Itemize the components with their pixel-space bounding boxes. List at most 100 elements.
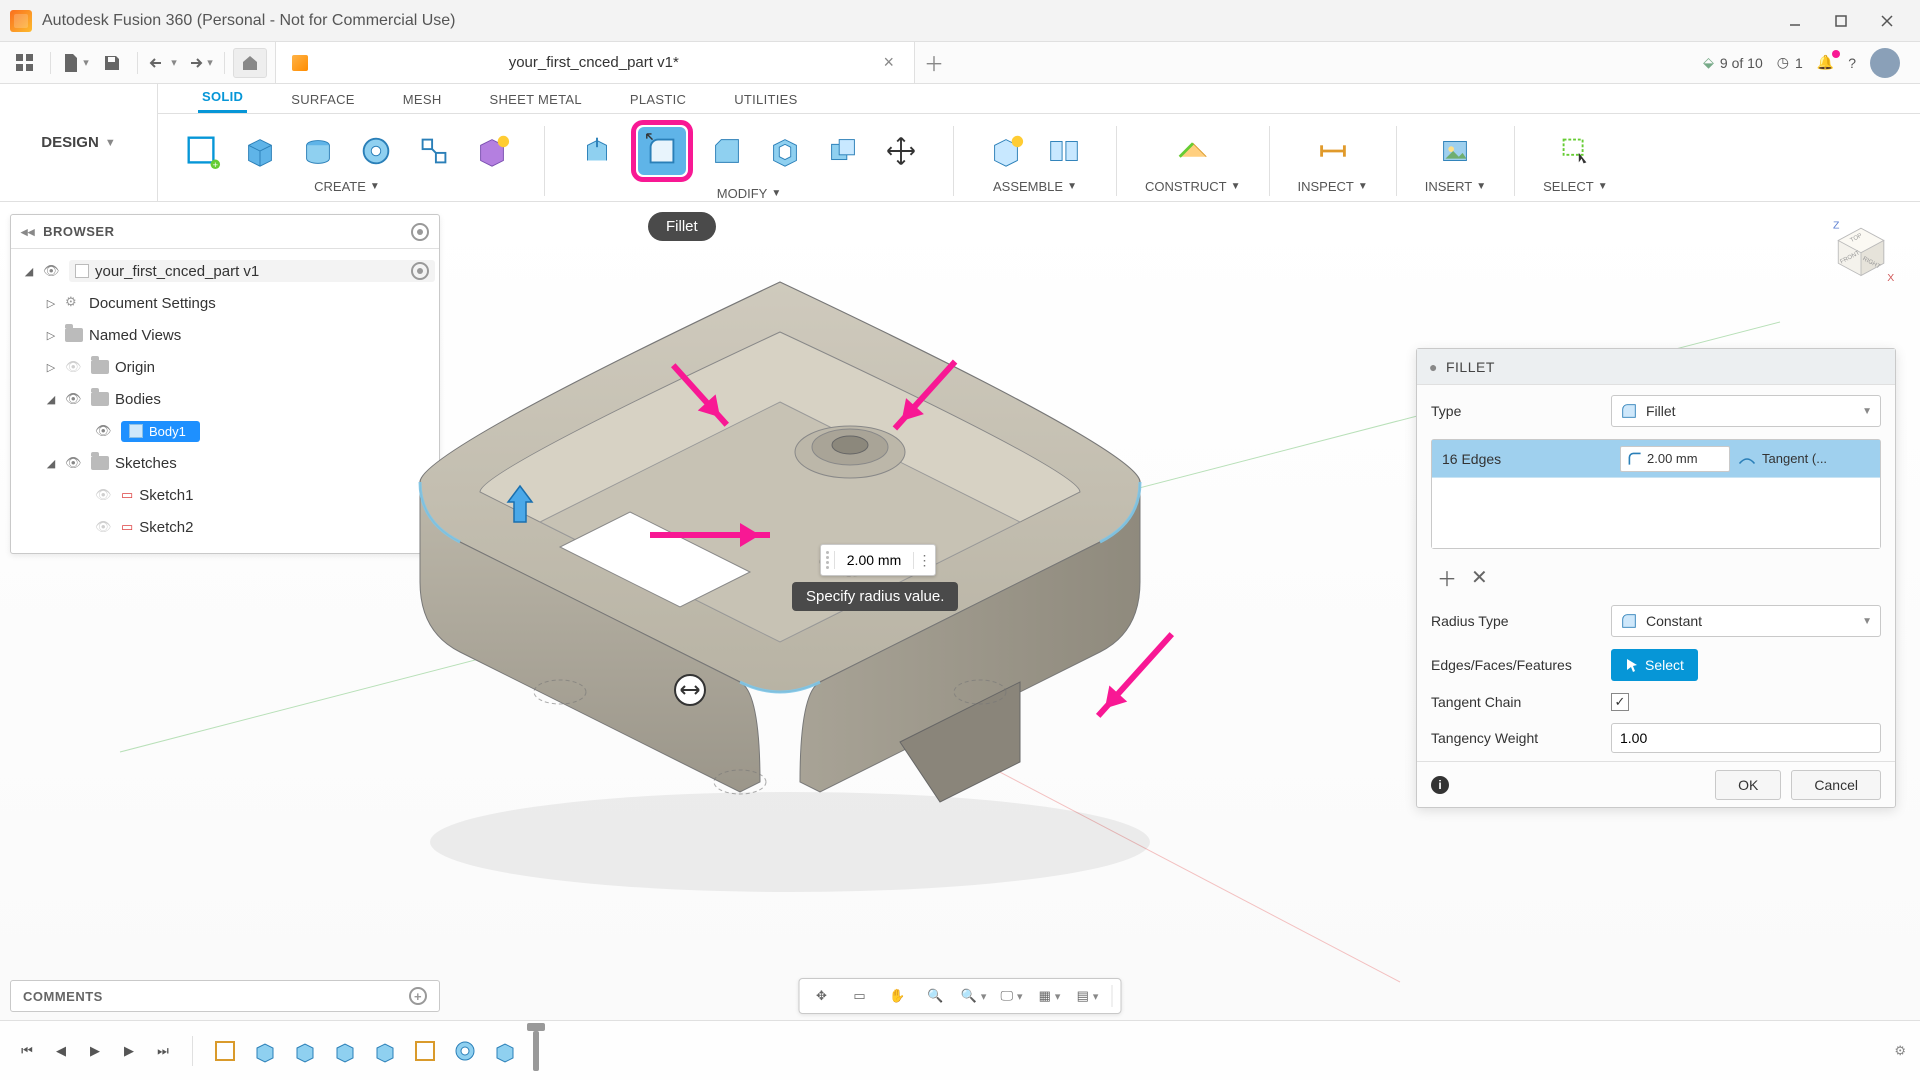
timeline-extrude5[interactable] (489, 1035, 521, 1067)
new-tab-button[interactable]: ＋ (915, 42, 953, 83)
select-button[interactable] (1551, 127, 1599, 175)
timeline-extrude4[interactable] (369, 1035, 401, 1067)
tab-solid[interactable]: SOLID (198, 83, 247, 113)
viewport-layout-button[interactable]: ▤ (1074, 982, 1102, 1010)
create-box-button[interactable] (236, 127, 284, 175)
tangent-chain-checkbox[interactable] (1611, 693, 1629, 711)
create-sketch-button[interactable]: + (178, 127, 226, 175)
timeline-extrude3[interactable] (329, 1035, 361, 1067)
group-assemble-label[interactable]: ASSEMBLE▼ (993, 179, 1077, 194)
drag-grip-icon[interactable] (821, 551, 835, 569)
viewport[interactable]: Fillet ◂◂ BROWSER ◢ 👁 your_first_cnced_p… (0, 202, 1920, 1020)
radius-value-field[interactable] (835, 551, 913, 569)
create-extrude-button[interactable] (294, 127, 342, 175)
selection-row[interactable]: 16 Edges 2.00 mm Tangent (... (1432, 440, 1880, 478)
tree-sketch2[interactable]: 👁 ▭ Sketch2 (15, 511, 435, 543)
selection-radius-field[interactable]: 2.00 mm (1620, 446, 1730, 472)
shell-button[interactable] (761, 127, 809, 175)
tree-body1[interactable]: 👁 Body1 (15, 415, 435, 447)
browser-collapse-icon[interactable]: ◂◂ (21, 224, 35, 240)
selection-continuity-dropdown[interactable]: Tangent (... (1730, 451, 1880, 467)
dialog-collapse-icon[interactable]: ● (1429, 359, 1438, 375)
timeline-hole[interactable] (449, 1035, 481, 1067)
timeline-back-button[interactable]: ◀ (48, 1038, 74, 1064)
group-inspect-label[interactable]: INSPECT▼ (1298, 179, 1368, 194)
pan-button[interactable]: ✋ (884, 982, 912, 1010)
tree-named-views[interactable]: ▷ Named Views (15, 319, 435, 351)
press-pull-button[interactable] (573, 127, 621, 175)
save-button[interactable] (95, 48, 129, 78)
create-form-button[interactable] (468, 127, 516, 175)
undo-button[interactable] (146, 48, 180, 78)
chamfer-button[interactable] (703, 127, 751, 175)
timeline-start-button[interactable]: ⏮ (14, 1038, 40, 1064)
tree-bodies[interactable]: ◢ 👁 Bodies (15, 383, 435, 415)
look-at-button[interactable]: ▭ (846, 982, 874, 1010)
combine-button[interactable] (819, 127, 867, 175)
radius-more-button[interactable]: ⋮ (913, 552, 935, 569)
extensions-button[interactable]: ⬙9 of 10 (1703, 54, 1763, 71)
tab-utilities[interactable]: UTILITIES (730, 86, 801, 113)
tab-sheet-metal[interactable]: SHEET METAL (486, 86, 586, 113)
ok-button[interactable]: OK (1715, 770, 1781, 800)
cancel-button[interactable]: Cancel (1791, 770, 1881, 800)
tree-sketches[interactable]: ◢ 👁 Sketches (15, 447, 435, 479)
info-icon[interactable]: i (1431, 776, 1449, 794)
timeline-extrude1[interactable] (249, 1035, 281, 1067)
measure-button[interactable] (1309, 127, 1357, 175)
add-selection-button[interactable]: ＋ (1437, 563, 1457, 592)
minimize-button[interactable] (1772, 5, 1818, 37)
move-button[interactable] (877, 127, 925, 175)
timeline-extrude2[interactable] (289, 1035, 321, 1067)
timeline-play-button[interactable]: ▶ (82, 1038, 108, 1064)
select-targets-button[interactable]: Select (1611, 649, 1698, 681)
timeline-marker[interactable] (533, 1031, 539, 1071)
orbit-button[interactable]: ✥ (808, 982, 836, 1010)
timeline-end-button[interactable]: ⏭ (150, 1038, 176, 1064)
tree-origin[interactable]: ▷ 👁 Origin (15, 351, 435, 383)
manipulator-arrow[interactable] (500, 482, 540, 530)
zoom-button[interactable]: 🔍 (922, 982, 950, 1010)
timeline-settings-button[interactable]: ⚙ (1894, 1043, 1906, 1059)
radius-input[interactable]: ⋮ (820, 544, 936, 576)
group-insert-label[interactable]: INSERT▼ (1425, 179, 1486, 194)
timeline-forward-button[interactable]: ▶ (116, 1038, 142, 1064)
type-dropdown[interactable]: Fillet ▼ (1611, 395, 1881, 427)
document-tab[interactable]: your_first_cnced_part v1* × (275, 42, 915, 83)
tab-surface[interactable]: SURFACE (287, 86, 359, 113)
notifications-button[interactable]: 🔔 (1817, 54, 1834, 71)
create-revolve-button[interactable] (352, 127, 400, 175)
group-construct-label[interactable]: CONSTRUCT▼ (1145, 179, 1241, 194)
close-button[interactable] (1864, 5, 1910, 37)
help-button[interactable]: ? (1848, 55, 1856, 71)
redo-button[interactable] (182, 48, 216, 78)
workspace-switcher[interactable]: DESIGN▼ (0, 84, 158, 201)
part-model[interactable] (380, 222, 1200, 922)
new-component-button[interactable] (982, 127, 1030, 175)
joint-button[interactable] (1040, 127, 1088, 175)
tab-plastic[interactable]: PLASTIC (626, 86, 690, 113)
timeline-sketch1[interactable] (209, 1035, 241, 1067)
user-avatar[interactable] (1870, 48, 1900, 78)
browser-header[interactable]: ◂◂ BROWSER (11, 215, 439, 249)
display-settings-button[interactable]: 🖵 (998, 982, 1026, 1010)
insert-decal-button[interactable] (1431, 127, 1479, 175)
close-tab-button[interactable]: × (879, 52, 898, 73)
dialog-header[interactable]: ● FILLET (1417, 349, 1895, 385)
tree-doc-settings[interactable]: ▷ ⚙ Document Settings (15, 287, 435, 319)
view-cube[interactable]: Z TOP RIGHT FRONT X (1826, 216, 1896, 286)
timeline-sketch2[interactable] (409, 1035, 441, 1067)
data-panel-button[interactable] (8, 48, 42, 78)
job-status-button[interactable]: ◷1 (1777, 54, 1803, 71)
group-select-label[interactable]: SELECT▼ (1543, 179, 1607, 194)
group-modify-label[interactable]: MODIFY▼ (717, 186, 781, 201)
create-sweep-button[interactable] (410, 127, 458, 175)
tab-mesh[interactable]: MESH (399, 86, 446, 113)
zoom-fit-button[interactable]: 🔍 (960, 982, 988, 1010)
comments-panel[interactable]: COMMENTS + (10, 980, 440, 1012)
radius-type-dropdown[interactable]: Constant ▼ (1611, 605, 1881, 637)
add-comment-button[interactable]: + (409, 987, 427, 1005)
tangency-weight-input[interactable] (1611, 723, 1881, 753)
construct-plane-button[interactable] (1169, 127, 1217, 175)
tree-root[interactable]: ◢ 👁 your_first_cnced_part v1 (15, 255, 435, 287)
